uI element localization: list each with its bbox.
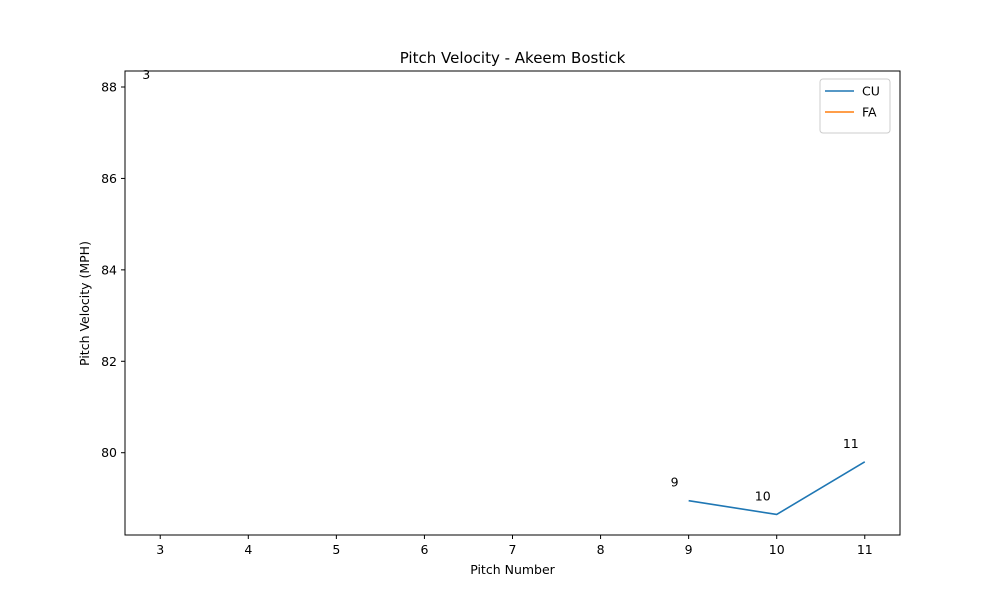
x-tick-label: 4 — [244, 542, 252, 557]
legend-label-cu: CU — [862, 84, 880, 99]
point-label-cu: 9 — [671, 475, 679, 490]
y-tick-label: 88 — [101, 80, 117, 95]
x-tick-label: 3 — [156, 542, 164, 557]
point-label-fa: 3 — [142, 67, 150, 82]
point-label-cu: 10 — [755, 488, 771, 503]
x-tick-label: 5 — [332, 542, 340, 557]
x-tick-label: 6 — [420, 542, 428, 557]
series-line-cu — [688, 461, 866, 516]
y-tick-label: 84 — [101, 262, 117, 277]
y-tick-label: 86 — [101, 171, 117, 186]
x-axis-label: Pitch Number — [470, 562, 555, 577]
y-axis: 80 82 84 86 88 — [101, 80, 125, 460]
x-tick-label: 10 — [769, 542, 785, 557]
legend-label-fa: FA — [862, 105, 877, 120]
chart-title: Pitch Velocity - Akeem Bostick — [400, 49, 626, 67]
legend-box — [819, 78, 891, 134]
x-tick-label: 8 — [597, 542, 605, 557]
x-tick-label: 7 — [509, 542, 517, 557]
y-tick-label: 80 — [101, 445, 117, 460]
plot-series: 9 10 11 3 — [142, 67, 866, 516]
legend: CU FA — [819, 78, 891, 134]
y-axis-label: Pitch Velocity (MPH) — [77, 241, 92, 366]
point-label-cu: 11 — [843, 436, 859, 451]
x-tick-label: 11 — [857, 542, 873, 557]
plot-frame — [124, 70, 901, 536]
x-axis: 3 4 5 6 7 8 9 10 11 — [156, 535, 873, 557]
y-tick-label: 82 — [101, 354, 117, 369]
x-tick-label: 9 — [685, 542, 693, 557]
